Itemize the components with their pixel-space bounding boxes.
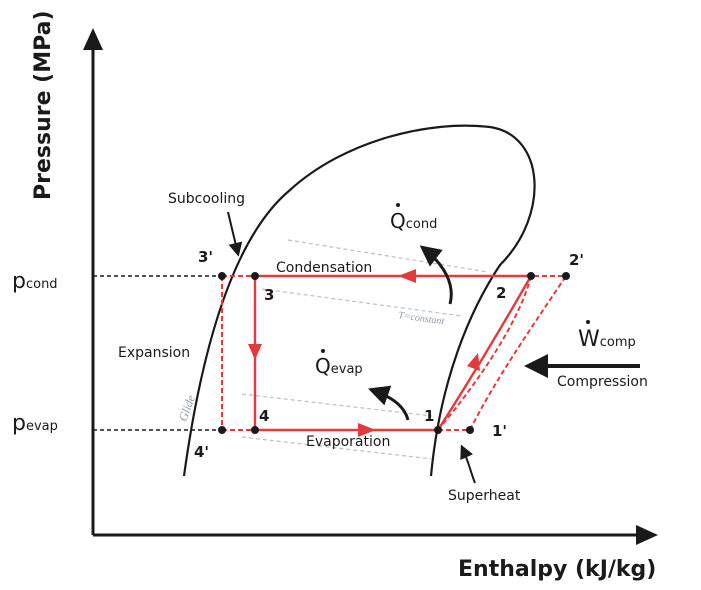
svg-text:Qevap: Qevap (315, 354, 363, 378)
w-comp-arrowhead (524, 354, 548, 378)
condensation-label: Condensation (276, 260, 372, 276)
w-comp-label: Wcomp (578, 320, 636, 352)
svg-text:Wcomp: Wcomp (578, 327, 636, 352)
subcooling-pointer (227, 211, 243, 257)
state-label-1p: 1' (492, 422, 507, 440)
state-label-1: 1 (424, 407, 434, 425)
state-label-2p: 2' (569, 251, 584, 269)
isotherm-lines (241, 239, 489, 460)
q-cond-arrow (419, 245, 453, 305)
state-label-4p: 4' (194, 443, 209, 461)
state-label-3p: 3' (198, 248, 213, 266)
real-cycle-path (253, 274, 533, 432)
compression-label: Compression (557, 374, 648, 390)
y-axis-arrowhead (83, 28, 103, 50)
compression-direction-arrow (467, 353, 480, 371)
expansion-label: Expansion (118, 345, 190, 361)
superheat-label: Superheat (448, 488, 521, 504)
state-label-4: 4 (259, 407, 269, 425)
evaporation-direction-arrow (358, 423, 376, 437)
x-axis-title: Enthalpy (kJ/kg) (458, 557, 656, 582)
evaporation-label: Evaporation (306, 434, 390, 450)
p-evap-label: pevap (12, 411, 58, 436)
saturation-dome (182, 124, 536, 477)
svg-text:Qcond: Qcond (390, 209, 437, 233)
superheat-pointer (460, 444, 476, 484)
state-points (218, 272, 570, 434)
state-label-2: 2 (496, 284, 506, 302)
p-cond-label: pcond (12, 269, 58, 294)
q-evap-label: Qevap (315, 349, 363, 378)
subcooling-label: Subcooling (168, 191, 245, 207)
q-cond-label: Qcond (390, 203, 437, 233)
state-label-3: 3 (264, 286, 274, 304)
expansion-direction-arrow (248, 344, 262, 360)
condensation-direction-arrow (398, 269, 416, 283)
y-axis-title: Pressure (MPa) (31, 10, 56, 200)
q-evap-arrow (368, 385, 410, 421)
x-axis-arrowhead (636, 525, 658, 545)
